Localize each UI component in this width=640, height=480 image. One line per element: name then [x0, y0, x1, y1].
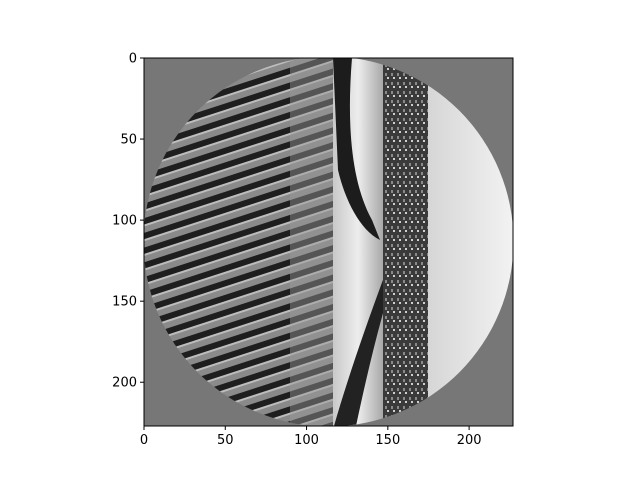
x-tick-label: 150 — [375, 433, 400, 448]
y-axis: 0 50 100 150 200 — [112, 52, 144, 391]
y-tick-label: 100 — [112, 214, 137, 229]
sand-ripple-fade — [290, 58, 335, 426]
dune-shadow-top — [333, 58, 380, 240]
y-tick-label: 0 — [129, 52, 137, 67]
x-axis: 0 50 100 150 200 — [140, 426, 482, 448]
axes-frame — [143, 57, 514, 427]
x-tick-label: 200 — [457, 433, 482, 448]
y-tick-label: 200 — [112, 376, 137, 391]
x-tick-label: 50 — [217, 433, 234, 448]
vegetation-strip — [383, 58, 428, 426]
x-tick-label: 100 — [294, 433, 319, 448]
y-tick-label: 150 — [112, 295, 137, 310]
image-plot — [144, 58, 513, 426]
y-tick-label: 50 — [120, 133, 137, 148]
x-tick-label: 0 — [140, 433, 148, 448]
